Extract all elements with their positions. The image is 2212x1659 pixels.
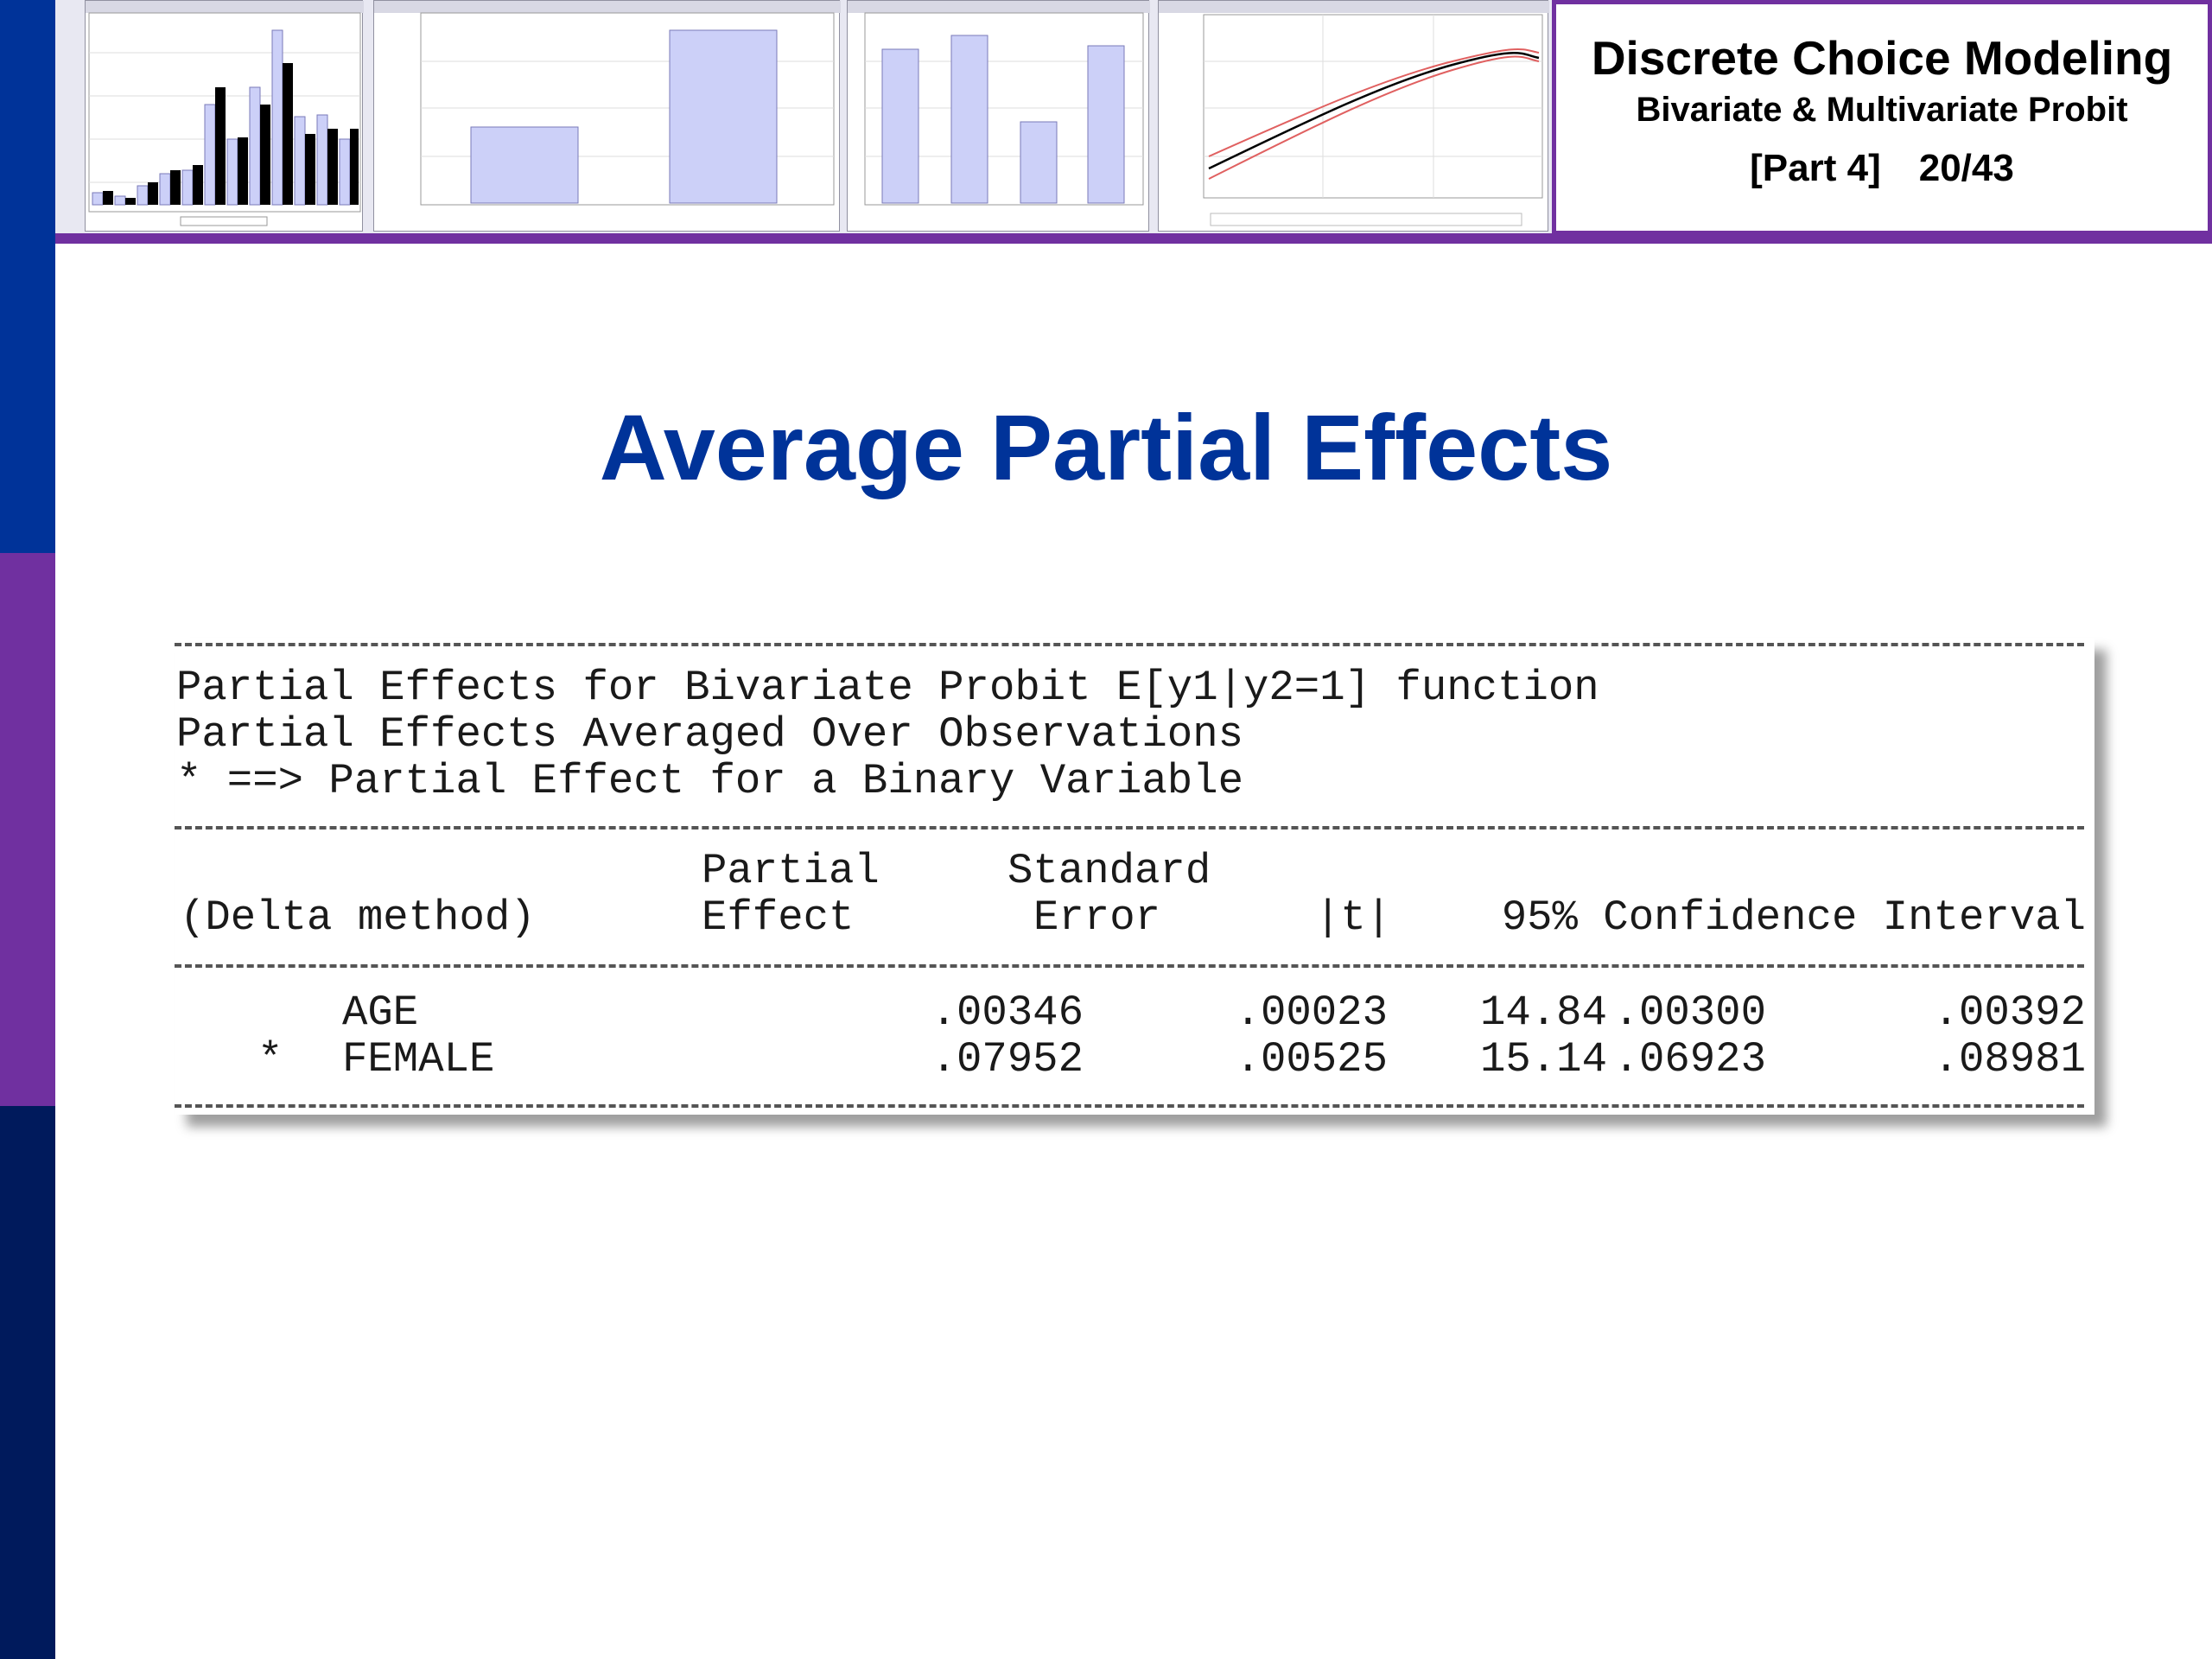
output-intro-line: Partial Effects Averaged Over Observatio… <box>176 710 1244 759</box>
bar-chart-two-thumbnail-graphic <box>374 1 841 206</box>
dashed-rule <box>175 643 2084 646</box>
column-header-confidence-interval: 95% Confidence Interval <box>1501 893 2086 942</box>
row-variable: AGE <box>342 988 419 1037</box>
row-ci-low: .00300 <box>1613 988 1766 1037</box>
row-ci-high: .00392 <box>1933 988 2086 1037</box>
row-t-value: 14.84 <box>1479 988 1607 1037</box>
column-header-partial-bottom: Effect <box>702 893 855 942</box>
row-t-value: 15.14 <box>1479 1035 1607 1084</box>
course-title-box: Discrete Choice Modeling Bivariate & Mul… <box>1552 0 2212 235</box>
thumbnail-bar-chart-two <box>373 0 841 232</box>
column-header-std-top: Standard <box>1007 847 1211 895</box>
slide-heading: Average Partial Effects <box>599 395 1613 499</box>
left-bar-navy <box>0 1106 55 1659</box>
histogram-thumbnail-graphic <box>86 1 364 226</box>
dashed-rule <box>175 826 2084 830</box>
thumbnail-bar-chart-four <box>847 0 1150 232</box>
slide-number: 20/43 <box>1918 147 2014 189</box>
row-ci-high: .08981 <box>1933 1035 2086 1084</box>
slide-position: [Part 4] 20/43 <box>1556 147 2208 190</box>
column-header-t: |t| <box>1315 893 1392 942</box>
row-partial-effect: .07952 <box>931 1035 1084 1084</box>
left-bar-blue <box>0 0 55 553</box>
partial-effects-output-panel: Partial Effects for Bivariate Probit E[y… <box>175 638 2094 1115</box>
header-divider-line <box>55 233 2212 244</box>
output-intro-line: Partial Effects for Bivariate Probit E[y… <box>176 664 1599 712</box>
course-title: Discrete Choice Modeling <box>1591 31 2173 85</box>
output-intro-line: * ==> Partial Effect for a Binary Variab… <box>176 757 1244 805</box>
left-color-bar <box>0 0 55 1659</box>
row-marker: * <box>257 1035 283 1084</box>
row-ci-low: .06923 <box>1613 1035 1766 1084</box>
row-std-error: .00023 <box>1235 988 1388 1037</box>
part-label: [Part 4] <box>1750 147 1881 189</box>
left-bar-purple <box>0 553 55 1106</box>
line-chart-thumbnail-graphic <box>1159 1 1549 226</box>
column-header-partial-top: Partial <box>702 847 880 895</box>
dashed-rule <box>175 964 2084 968</box>
thumbnail-histogram <box>85 0 364 232</box>
column-header-method: (Delta method) <box>180 893 536 942</box>
column-header-std-bottom: Error <box>1033 893 1161 942</box>
dashed-rule <box>175 1104 2084 1108</box>
thumbnail-line-chart <box>1158 0 1549 232</box>
course-subtitle: Bivariate & Multivariate Probit <box>1636 91 2128 129</box>
row-partial-effect: .00346 <box>931 988 1084 1037</box>
row-std-error: .00525 <box>1235 1035 1388 1084</box>
row-variable: FEMALE <box>342 1035 495 1084</box>
bar-chart-four-thumbnail-graphic <box>848 1 1150 206</box>
